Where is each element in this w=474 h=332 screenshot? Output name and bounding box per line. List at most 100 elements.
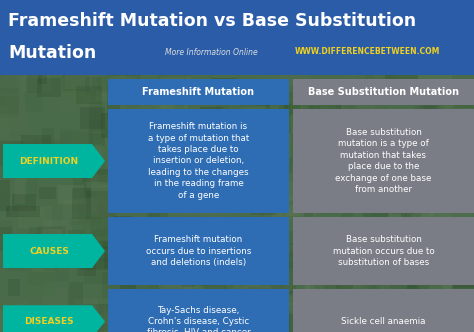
FancyBboxPatch shape: [282, 130, 292, 142]
FancyBboxPatch shape: [133, 198, 165, 213]
FancyBboxPatch shape: [269, 81, 293, 93]
FancyBboxPatch shape: [199, 218, 228, 229]
FancyBboxPatch shape: [58, 312, 89, 332]
FancyBboxPatch shape: [96, 90, 125, 101]
FancyBboxPatch shape: [360, 278, 381, 296]
FancyBboxPatch shape: [458, 172, 467, 189]
FancyBboxPatch shape: [21, 203, 53, 226]
FancyBboxPatch shape: [424, 104, 438, 138]
FancyBboxPatch shape: [267, 293, 302, 321]
FancyBboxPatch shape: [447, 234, 474, 246]
FancyBboxPatch shape: [43, 220, 72, 246]
FancyBboxPatch shape: [206, 73, 215, 101]
FancyBboxPatch shape: [292, 159, 301, 184]
FancyBboxPatch shape: [104, 247, 136, 269]
FancyBboxPatch shape: [345, 103, 358, 135]
FancyBboxPatch shape: [381, 170, 407, 184]
FancyBboxPatch shape: [447, 286, 474, 300]
FancyBboxPatch shape: [344, 295, 359, 308]
FancyBboxPatch shape: [80, 246, 109, 270]
FancyBboxPatch shape: [264, 87, 298, 116]
FancyBboxPatch shape: [43, 262, 69, 282]
FancyBboxPatch shape: [239, 231, 264, 254]
FancyBboxPatch shape: [269, 310, 290, 332]
FancyBboxPatch shape: [95, 258, 119, 268]
FancyBboxPatch shape: [194, 249, 214, 259]
FancyBboxPatch shape: [361, 166, 371, 176]
FancyBboxPatch shape: [147, 277, 155, 307]
FancyBboxPatch shape: [252, 301, 283, 327]
FancyBboxPatch shape: [341, 200, 353, 232]
FancyBboxPatch shape: [199, 104, 228, 130]
FancyBboxPatch shape: [288, 94, 311, 123]
FancyBboxPatch shape: [283, 201, 294, 210]
FancyBboxPatch shape: [308, 102, 341, 132]
FancyBboxPatch shape: [388, 93, 418, 102]
FancyBboxPatch shape: [331, 292, 362, 326]
FancyBboxPatch shape: [84, 77, 101, 96]
FancyBboxPatch shape: [110, 240, 121, 255]
FancyBboxPatch shape: [425, 254, 444, 266]
FancyBboxPatch shape: [397, 123, 423, 152]
FancyBboxPatch shape: [111, 195, 128, 210]
FancyBboxPatch shape: [28, 252, 44, 285]
FancyBboxPatch shape: [252, 140, 268, 158]
FancyBboxPatch shape: [322, 324, 334, 332]
FancyBboxPatch shape: [312, 160, 345, 169]
FancyBboxPatch shape: [411, 176, 435, 202]
FancyBboxPatch shape: [161, 248, 177, 272]
FancyBboxPatch shape: [7, 109, 20, 127]
FancyBboxPatch shape: [452, 271, 474, 282]
FancyBboxPatch shape: [246, 257, 280, 288]
FancyBboxPatch shape: [399, 204, 419, 213]
FancyBboxPatch shape: [377, 294, 400, 308]
FancyBboxPatch shape: [198, 102, 219, 111]
FancyBboxPatch shape: [226, 132, 261, 148]
FancyBboxPatch shape: [0, 180, 9, 210]
FancyBboxPatch shape: [340, 247, 359, 265]
FancyBboxPatch shape: [320, 101, 336, 119]
FancyBboxPatch shape: [84, 268, 112, 284]
FancyBboxPatch shape: [108, 289, 289, 332]
FancyBboxPatch shape: [146, 270, 160, 296]
FancyBboxPatch shape: [43, 289, 67, 305]
FancyBboxPatch shape: [167, 157, 176, 165]
FancyBboxPatch shape: [181, 229, 192, 255]
FancyBboxPatch shape: [0, 88, 18, 114]
FancyBboxPatch shape: [146, 185, 159, 210]
FancyBboxPatch shape: [0, 65, 21, 93]
FancyBboxPatch shape: [368, 243, 392, 255]
FancyBboxPatch shape: [284, 93, 301, 115]
FancyBboxPatch shape: [247, 103, 257, 117]
FancyBboxPatch shape: [0, 141, 23, 166]
FancyBboxPatch shape: [431, 123, 449, 142]
FancyBboxPatch shape: [410, 307, 422, 328]
Text: Base substitution
mutation occurs due to
substitution of bases: Base substitution mutation occurs due to…: [333, 235, 434, 267]
FancyBboxPatch shape: [419, 101, 441, 120]
FancyBboxPatch shape: [60, 129, 93, 152]
FancyBboxPatch shape: [59, 101, 75, 112]
FancyBboxPatch shape: [422, 225, 430, 236]
FancyBboxPatch shape: [235, 221, 257, 236]
FancyBboxPatch shape: [291, 133, 321, 164]
FancyBboxPatch shape: [218, 261, 242, 277]
FancyBboxPatch shape: [351, 281, 371, 297]
FancyBboxPatch shape: [356, 95, 385, 119]
FancyBboxPatch shape: [128, 286, 139, 313]
FancyBboxPatch shape: [387, 141, 407, 156]
Text: DEFINITION: DEFINITION: [19, 156, 79, 165]
Text: Frameshift Mutation vs Base Substitution: Frameshift Mutation vs Base Substitution: [8, 12, 416, 30]
FancyBboxPatch shape: [0, 0, 474, 75]
FancyBboxPatch shape: [0, 93, 13, 101]
FancyBboxPatch shape: [154, 151, 184, 181]
FancyBboxPatch shape: [339, 98, 354, 132]
FancyBboxPatch shape: [361, 133, 394, 168]
FancyBboxPatch shape: [321, 84, 330, 114]
FancyBboxPatch shape: [360, 80, 369, 104]
FancyBboxPatch shape: [6, 207, 40, 217]
FancyBboxPatch shape: [430, 129, 449, 141]
FancyBboxPatch shape: [90, 219, 114, 237]
FancyBboxPatch shape: [105, 242, 114, 253]
FancyBboxPatch shape: [136, 240, 160, 258]
FancyBboxPatch shape: [202, 208, 233, 230]
